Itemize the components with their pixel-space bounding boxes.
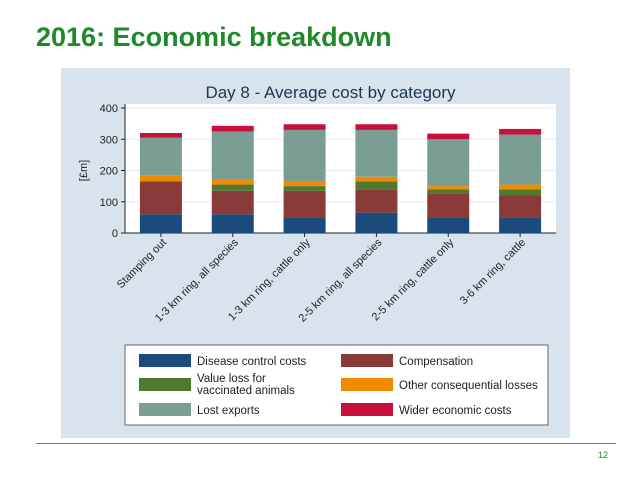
bar-segment bbox=[139, 181, 182, 215]
bar-segment bbox=[139, 214, 182, 233]
bar-segment bbox=[355, 181, 398, 190]
x-tick-label: Stamping out bbox=[115, 237, 169, 291]
chart-svg: Day 8 - Average cost by category 0 100 200 3… bbox=[78, 83, 556, 426]
bar-segment bbox=[283, 181, 326, 187]
bar-segment bbox=[355, 124, 398, 130]
bar-segment bbox=[355, 212, 398, 233]
y-tick-label: 200 bbox=[100, 166, 118, 178]
bar-segment bbox=[499, 184, 542, 190]
legend-label: Wider economic costs bbox=[399, 405, 512, 417]
plot-area bbox=[125, 104, 556, 233]
bar-segment bbox=[139, 137, 182, 176]
bar-segment bbox=[139, 175, 182, 182]
slide-title: 2016: Economic breakdown bbox=[36, 22, 392, 52]
legend-label: Lost exports bbox=[197, 405, 260, 417]
bar-segment bbox=[499, 128, 542, 135]
bar-segment bbox=[427, 186, 470, 190]
y-tick-label: 100 bbox=[100, 197, 118, 209]
legend-box bbox=[124, 344, 549, 426]
legend-label: Compensation bbox=[399, 356, 473, 368]
bar-segment bbox=[427, 189, 470, 194]
x-tick-label: 3-6 km ring, cattle bbox=[458, 237, 528, 307]
bar-segment bbox=[211, 125, 254, 132]
legend-swatch bbox=[341, 378, 393, 391]
legend-swatch bbox=[139, 354, 191, 367]
legend-swatch bbox=[139, 378, 191, 391]
bar-segment bbox=[211, 179, 254, 185]
chart-panel: Day 8 - Average cost by category 0 100 200 3… bbox=[61, 68, 570, 438]
x-tick-label: 1-3 km ring, cattle only bbox=[226, 236, 313, 323]
bar-segment bbox=[499, 189, 542, 196]
bar-segment bbox=[355, 129, 398, 177]
bar-segment bbox=[283, 129, 326, 182]
bar-segment bbox=[499, 134, 542, 185]
chart-title: Day 8 - Average cost by category bbox=[205, 83, 456, 102]
bar-segment bbox=[139, 133, 182, 138]
bar-segment bbox=[355, 176, 398, 182]
x-tick-label: 2-5 km ring, cattle only bbox=[370, 236, 457, 323]
legend-swatch bbox=[341, 354, 393, 367]
bar-segment bbox=[427, 133, 470, 140]
footer-rule bbox=[36, 443, 616, 444]
x-tick-label: 1-3 km ring, all species bbox=[153, 236, 241, 324]
bar-segment bbox=[499, 217, 542, 233]
bar-segment bbox=[499, 195, 542, 218]
legend-label: Disease control costs bbox=[197, 356, 307, 368]
bar-segment bbox=[211, 131, 254, 180]
legend-label: Value loss for vaccinated animals bbox=[197, 373, 295, 397]
bar-segment bbox=[427, 193, 470, 218]
bar-segment bbox=[427, 139, 470, 187]
y-axis-label: [£m] bbox=[78, 160, 90, 181]
y-tick-label: 400 bbox=[100, 103, 118, 115]
bar-segment bbox=[283, 124, 326, 130]
bar-segment bbox=[283, 217, 326, 233]
bar-segment bbox=[427, 217, 470, 233]
legend-swatch bbox=[139, 403, 191, 416]
page-number: 12 bbox=[597, 450, 608, 460]
bar-segment bbox=[211, 190, 254, 215]
legend-swatch bbox=[341, 403, 393, 416]
bar-segment bbox=[355, 189, 398, 213]
bar-segment bbox=[211, 214, 254, 233]
bar-segment bbox=[211, 184, 254, 191]
y-tick-label: 0 bbox=[112, 228, 118, 240]
bar-segment bbox=[283, 186, 326, 191]
legend-label: Other consequential losses bbox=[399, 380, 538, 392]
bar-segment bbox=[283, 190, 326, 218]
x-tick-label: 2-5 km ring, all species bbox=[297, 236, 385, 324]
y-tick-label: 300 bbox=[100, 134, 118, 146]
